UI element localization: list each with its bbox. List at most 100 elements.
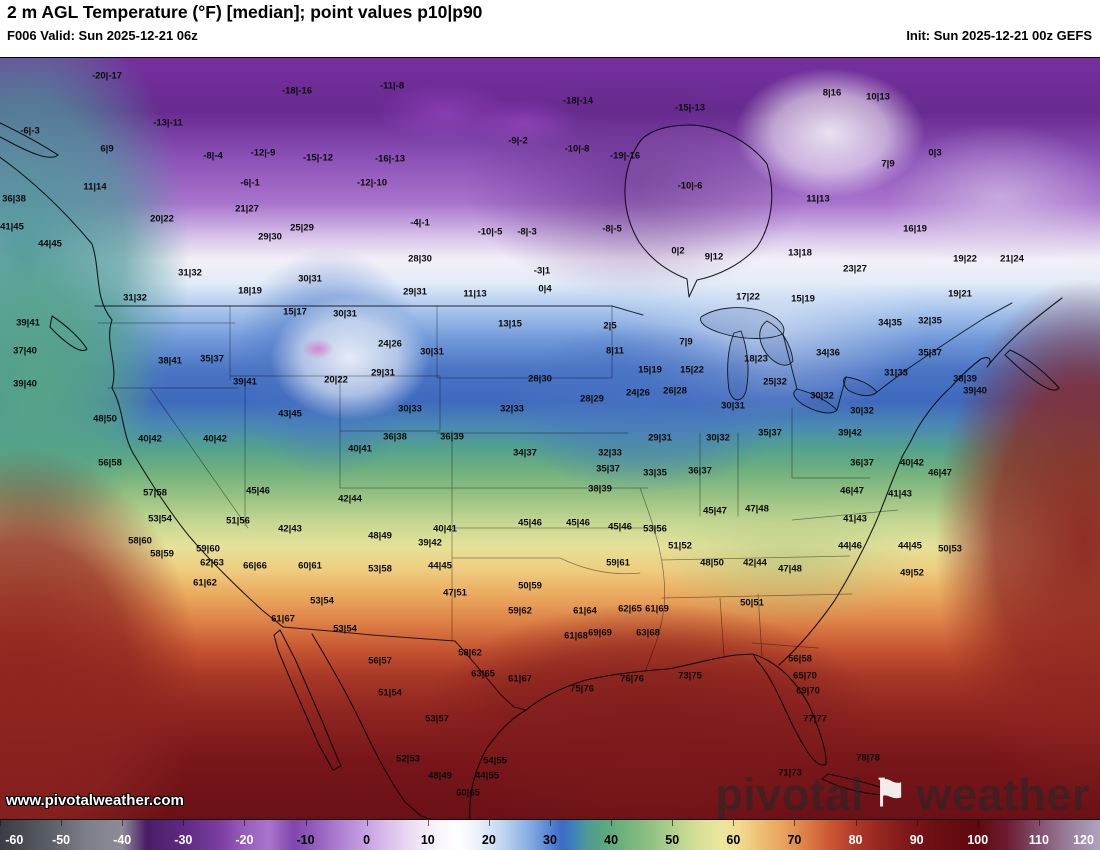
point-value: -12|-10 — [356, 177, 388, 189]
colorbar-tick-mark — [977, 820, 979, 826]
map-title: 2 m AGL Temperature (°F) [median]; point… — [7, 2, 483, 22]
point-value: 56|58 — [98, 457, 122, 469]
point-value: 53|54 — [310, 595, 334, 607]
point-value: 28|30 — [528, 373, 552, 385]
point-value: 61|68 — [564, 630, 588, 642]
point-value: 63|65 — [471, 668, 495, 680]
point-value: 69|70 — [796, 685, 820, 697]
point-value: 23|27 — [843, 263, 867, 275]
point-value: 8|16 — [822, 87, 842, 99]
colorbar-tick-label: -60 — [5, 833, 24, 847]
point-value: 29|31 — [371, 367, 395, 379]
point-value: -12|-9 — [250, 147, 276, 159]
point-value: 46|47 — [840, 485, 864, 497]
point-value: 53|56 — [643, 523, 667, 535]
point-value: 25|32 — [763, 376, 787, 388]
watermark-url: www.pivotalweather.com — [6, 792, 184, 809]
colorbar-tick-label: -40 — [113, 833, 132, 847]
point-value: 30|31 — [333, 308, 357, 320]
point-value: 61|64 — [573, 605, 597, 617]
point-value: 30|31 — [721, 400, 745, 412]
point-value: 36|37 — [688, 465, 712, 477]
point-value: 30|32 — [850, 405, 874, 417]
point-value: 53|54 — [148, 513, 172, 525]
point-value: -6|-3 — [20, 125, 40, 137]
point-value: 44|45 — [38, 238, 62, 250]
point-value: 28|30 — [408, 253, 432, 265]
point-value: 47|48 — [778, 563, 802, 575]
colorbar-tick-label: -50 — [52, 833, 71, 847]
point-value: 45|46 — [608, 521, 632, 533]
point-value: 66|66 — [243, 560, 267, 572]
point-value: 33|35 — [643, 467, 667, 479]
point-value: 40|41 — [433, 523, 457, 535]
colorbar-tick-label: 90 — [909, 833, 924, 847]
point-value: 42|44 — [338, 493, 362, 505]
point-value: 7|9 — [679, 336, 693, 348]
point-value: 0|3 — [928, 147, 942, 159]
point-value: 38|41 — [158, 355, 182, 367]
point-value: -8|-4 — [203, 150, 223, 162]
point-value: -6|-1 — [240, 177, 260, 189]
point-value: -9|-2 — [508, 135, 528, 147]
colorbar-tick-mark — [855, 820, 857, 826]
point-value: -8|-3 — [517, 226, 537, 238]
colorbar-tick-mark — [366, 820, 368, 826]
point-value: 59|60 — [196, 543, 220, 555]
point-value: 50|53 — [938, 543, 962, 555]
colorbar-tick-label: 10 — [420, 833, 435, 847]
point-value: 0|2 — [671, 245, 685, 257]
point-value: 36|39 — [440, 431, 464, 443]
point-value: 21|27 — [235, 203, 259, 215]
point-value: -11|-8 — [379, 80, 405, 92]
brand-word-pivotal: pivotal — [715, 769, 864, 820]
point-value: 30|31 — [420, 346, 444, 358]
point-value: 62|63 — [200, 557, 224, 569]
colorbar-tick-mark — [488, 820, 490, 826]
point-value: 63|68 — [636, 627, 660, 639]
point-value: 47|48 — [745, 503, 769, 515]
point-value: 36|38 — [383, 431, 407, 443]
point-value: 32|35 — [918, 315, 942, 327]
point-value: 17|22 — [736, 291, 760, 303]
point-value: 30|32 — [810, 390, 834, 402]
point-value: 32|33 — [598, 447, 622, 459]
point-value: 30|32 — [706, 432, 730, 444]
point-value: 24|26 — [378, 338, 402, 350]
point-value: 11|13 — [463, 288, 487, 300]
valid-time-label: F006 Valid: Sun 2025-12-21 06z — [7, 28, 198, 43]
point-value: 44|46 — [838, 540, 862, 552]
point-value: 52|53 — [396, 753, 420, 765]
colorbar-tick-mark — [122, 820, 124, 826]
point-value: 19|22 — [953, 253, 977, 265]
point-value: 48|49 — [428, 770, 452, 782]
point-value: 43|45 — [278, 408, 302, 420]
point-value: 31|32 — [123, 292, 147, 304]
point-value: 10|13 — [866, 91, 890, 103]
point-value: 0|4 — [538, 283, 552, 295]
point-value: 19|21 — [948, 288, 972, 300]
point-value: -10|-6 — [677, 180, 703, 192]
colorbar-tick-label: 0 — [363, 833, 371, 847]
point-value: 45|47 — [703, 505, 727, 517]
point-value: 51|54 — [378, 687, 402, 699]
point-value: -19|-16 — [609, 150, 641, 162]
point-value: 50|59 — [518, 580, 542, 592]
point-value: 40|42 — [138, 433, 162, 445]
colorbar-tick-label: 40 — [604, 833, 619, 847]
colorbar-tick-mark — [550, 820, 551, 826]
point-value: 53|58 — [368, 563, 392, 575]
brand-word-weather: weather — [916, 769, 1090, 820]
point-value: 11|14 — [83, 181, 107, 193]
colorbar-ticks: -60 -50 -40 -30 -20 -10 0 10 20 30 40 50 60 70 80 90 100… — [0, 820, 1100, 850]
point-value: 50|51 — [740, 597, 764, 609]
colorbar-tick-label: 80 — [848, 833, 863, 847]
pivotal-weather-logo: pivotal ⚑ weather — [715, 769, 1090, 821]
point-value: -16|-13 — [374, 153, 406, 165]
point-value: 25|29 — [290, 222, 314, 234]
colorbar-tick-label: -20 — [235, 833, 254, 847]
point-value: 62|65 — [618, 603, 642, 615]
coastline-path — [0, 122, 1063, 821]
point-value: 61|62 — [193, 577, 217, 589]
point-value: 45|46 — [246, 485, 270, 497]
